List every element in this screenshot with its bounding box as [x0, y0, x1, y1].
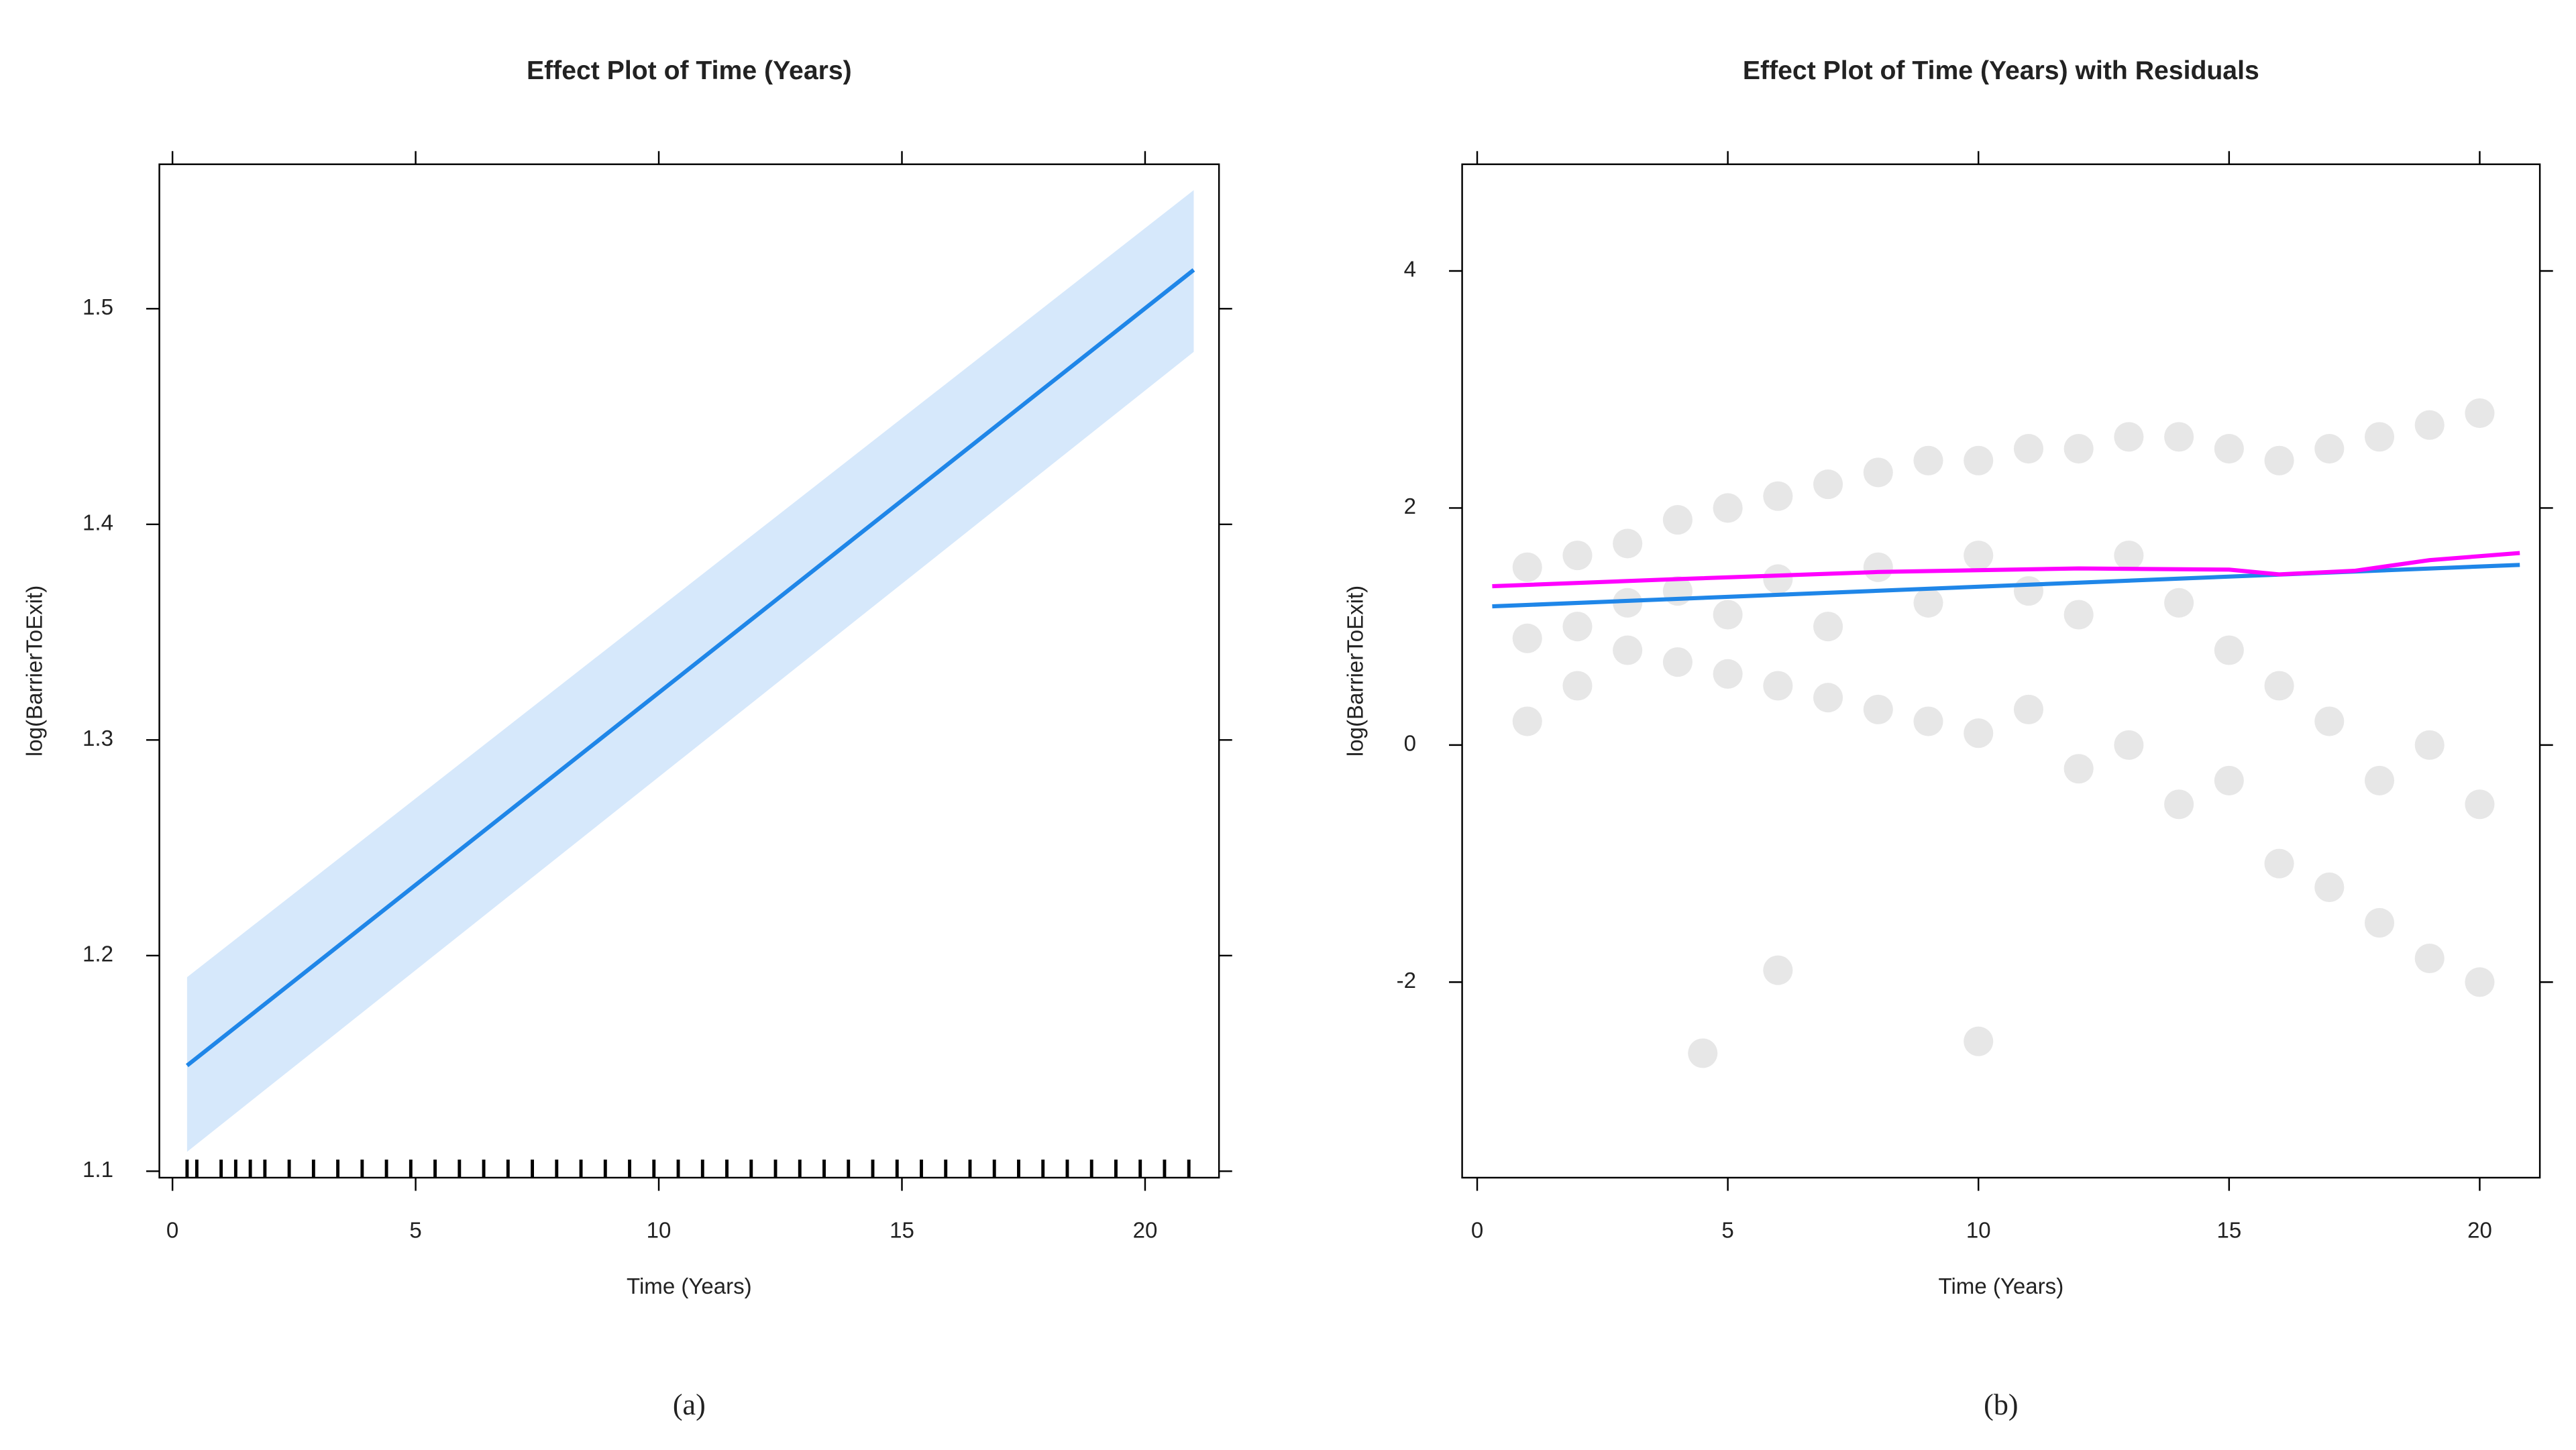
residual-point — [1813, 469, 1843, 500]
residual-point — [1688, 1038, 1718, 1068]
residual-point — [2364, 422, 2395, 452]
residual-point — [1613, 635, 1643, 665]
x-axis-label: Time (Years) — [627, 1274, 752, 1299]
residual-point — [2013, 694, 2043, 724]
y-tick-label: 1.3 — [83, 726, 113, 751]
residual-point — [2465, 967, 2495, 997]
residual-point — [1662, 647, 1693, 677]
residual-point — [2214, 765, 2244, 795]
residual-point — [2264, 671, 2294, 701]
residual-point — [2164, 789, 2194, 820]
x-tick-label: 15 — [890, 1218, 914, 1243]
residual-point — [1662, 505, 1693, 535]
residual-point — [1512, 623, 1542, 653]
residual-point — [1964, 718, 1994, 748]
x-axis-label: Time (Years) — [1939, 1274, 2064, 1299]
residual-point — [1863, 552, 1893, 582]
x-tick-label: 5 — [1721, 1218, 1733, 1243]
residual-point — [2063, 754, 2094, 784]
residual-point — [1763, 955, 1793, 985]
residual-point — [1562, 612, 1593, 642]
plot-frame — [1461, 163, 2541, 1179]
x-tick-label: 15 — [2216, 1218, 2241, 1243]
residual-point — [1713, 600, 1743, 630]
residual-point — [2264, 848, 2294, 879]
x-tick-label: 10 — [1966, 1218, 1991, 1243]
residual-point — [1863, 457, 1893, 488]
residual-point — [1763, 671, 1793, 701]
fit-line — [185, 268, 1195, 1068]
y-tick-label: 1.5 — [83, 295, 113, 320]
x-tick-label: 10 — [647, 1218, 672, 1243]
residual-point — [2465, 398, 2495, 429]
residual-point — [2114, 730, 2144, 760]
residual-point — [1913, 445, 1943, 476]
residual-point — [2013, 576, 2043, 606]
residual-point — [2414, 943, 2445, 974]
residual-point — [1863, 694, 1893, 724]
caption: (b) — [1984, 1388, 2018, 1421]
residual-point — [1913, 588, 1943, 618]
residual-point — [2164, 422, 2194, 452]
residual-point — [1713, 493, 1743, 523]
residual-point — [2164, 588, 2194, 618]
residual-point — [1512, 706, 1542, 736]
x-tick-label: 20 — [2467, 1218, 2492, 1243]
residual-point — [1613, 528, 1643, 559]
residual-point — [2364, 765, 2395, 795]
x-tick-label: 0 — [1471, 1218, 1483, 1243]
x-tick-label: 5 — [409, 1218, 421, 1243]
residual-point — [1512, 552, 1542, 582]
residual-point — [2364, 907, 2395, 938]
residual-point — [2063, 434, 2094, 464]
chart-title: Effect Plot of Time (Years) — [527, 56, 852, 85]
residual-point — [1562, 541, 1593, 571]
y-tick-label: 1.4 — [83, 511, 113, 536]
residual-point — [2414, 730, 2445, 760]
confidence-band — [186, 190, 1194, 1152]
y-axis-label: log(BarrierToExit) — [1344, 585, 1368, 757]
residual-point — [2465, 789, 2495, 820]
residual-point — [2063, 600, 2094, 630]
residual-point — [1964, 1026, 1994, 1056]
residual-point — [1763, 481, 1793, 511]
residual-point — [1813, 612, 1843, 642]
chart-title: Effect Plot of Time (Years) with Residua… — [1743, 56, 2259, 85]
smooth-line — [1492, 551, 2520, 589]
residual-point — [1913, 706, 1943, 736]
residual-point — [1964, 445, 1994, 476]
residual-point — [2114, 422, 2144, 452]
x-tick-label: 0 — [166, 1218, 178, 1243]
residual-point — [1713, 659, 1743, 689]
y-tick-label: 4 — [1404, 258, 1416, 282]
residual-point — [2214, 434, 2244, 464]
y-axis-label: log(BarrierToExit) — [23, 585, 48, 757]
y-tick-label: 0 — [1404, 732, 1416, 757]
residual-point — [2314, 872, 2345, 902]
y-tick-label: 2 — [1404, 494, 1416, 519]
x-tick-label: 20 — [1133, 1218, 1158, 1243]
y-tick-label: 1.1 — [83, 1158, 113, 1182]
residual-point — [2013, 434, 2043, 464]
residual-point — [2314, 706, 2345, 736]
residual-point — [2114, 541, 2144, 571]
residual-point — [2314, 434, 2345, 464]
residual-point — [1964, 541, 1994, 571]
residual-point — [2214, 635, 2244, 665]
residual-point — [1763, 564, 1793, 594]
y-tick-label: 1.2 — [83, 942, 113, 967]
residual-point — [1813, 683, 1843, 713]
plot-frame — [158, 163, 1220, 1179]
caption: (a) — [673, 1388, 706, 1421]
residual-point — [1562, 671, 1593, 701]
residual-point — [2264, 445, 2294, 476]
y-tick-label: -2 — [1397, 968, 1416, 993]
residual-point — [2414, 410, 2445, 440]
